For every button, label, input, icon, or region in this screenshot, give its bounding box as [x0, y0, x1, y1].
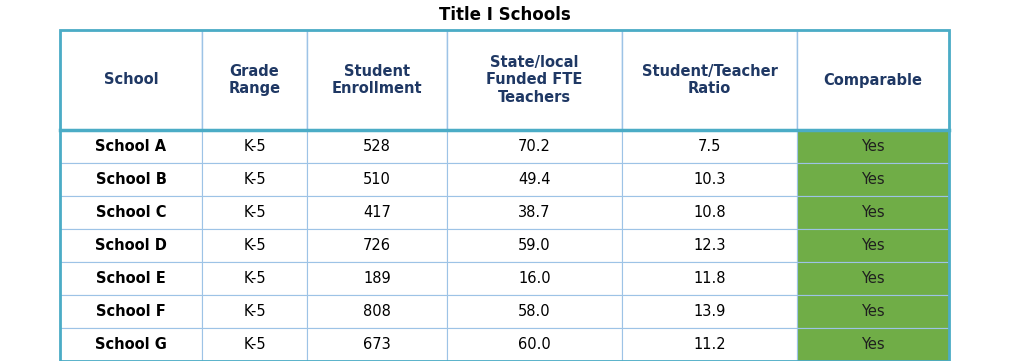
Bar — [622, 196, 797, 229]
Bar — [447, 196, 622, 229]
Text: 13.9: 13.9 — [693, 304, 725, 319]
Bar — [797, 328, 949, 361]
Text: 189: 189 — [363, 271, 390, 286]
Text: Yes: Yes — [862, 139, 885, 154]
Text: School C: School C — [96, 205, 166, 220]
Text: K-5: K-5 — [243, 172, 265, 187]
Bar — [202, 130, 307, 163]
Text: 673: 673 — [363, 337, 390, 352]
Bar — [797, 295, 949, 328]
Bar — [797, 229, 949, 262]
Text: K-5: K-5 — [243, 238, 265, 253]
Bar — [447, 30, 622, 130]
Bar — [307, 30, 447, 130]
Text: K-5: K-5 — [243, 139, 265, 154]
Text: Comparable: Comparable — [823, 73, 922, 87]
Bar — [797, 262, 949, 295]
Text: Title I Schools: Title I Schools — [439, 6, 570, 24]
Bar — [622, 30, 797, 130]
Text: 510: 510 — [363, 172, 390, 187]
Bar — [447, 295, 622, 328]
Bar — [307, 328, 447, 361]
Text: 60.0: 60.0 — [519, 337, 551, 352]
Text: 808: 808 — [363, 304, 390, 319]
Bar — [60, 30, 949, 361]
Text: School G: School G — [95, 337, 166, 352]
Bar — [622, 262, 797, 295]
Text: 417: 417 — [363, 205, 390, 220]
Bar — [202, 30, 307, 130]
Bar — [447, 262, 622, 295]
Bar — [202, 328, 307, 361]
Bar — [307, 196, 447, 229]
Text: K-5: K-5 — [243, 304, 265, 319]
Text: Yes: Yes — [862, 205, 885, 220]
Bar — [60, 295, 202, 328]
Bar — [60, 130, 202, 163]
Text: School: School — [104, 73, 158, 87]
Text: 10.3: 10.3 — [693, 172, 725, 187]
Text: State/local
Funded FTE
Teachers: State/local Funded FTE Teachers — [486, 55, 582, 105]
Text: 38.7: 38.7 — [519, 205, 551, 220]
Text: 58.0: 58.0 — [519, 304, 551, 319]
Bar — [307, 229, 447, 262]
Text: 59.0: 59.0 — [519, 238, 551, 253]
Bar — [447, 130, 622, 163]
Bar — [202, 229, 307, 262]
Text: 528: 528 — [363, 139, 390, 154]
Text: 12.3: 12.3 — [693, 238, 725, 253]
Bar — [60, 30, 202, 130]
Text: K-5: K-5 — [243, 337, 265, 352]
Bar — [60, 163, 202, 196]
Bar — [60, 328, 202, 361]
Bar — [202, 295, 307, 328]
Text: K-5: K-5 — [243, 271, 265, 286]
Bar — [307, 295, 447, 328]
Text: 70.2: 70.2 — [518, 139, 551, 154]
Bar — [60, 262, 202, 295]
Bar — [307, 163, 447, 196]
Text: 11.2: 11.2 — [693, 337, 725, 352]
Bar — [797, 30, 949, 130]
Text: Yes: Yes — [862, 172, 885, 187]
Bar — [447, 328, 622, 361]
Bar — [202, 196, 307, 229]
Bar — [622, 163, 797, 196]
Text: Yes: Yes — [862, 337, 885, 352]
Bar — [797, 163, 949, 196]
Bar — [447, 229, 622, 262]
Bar — [797, 130, 949, 163]
Text: Grade
Range: Grade Range — [228, 64, 281, 96]
Text: Student/Teacher
Ratio: Student/Teacher Ratio — [642, 64, 778, 96]
Bar — [622, 295, 797, 328]
Bar — [307, 262, 447, 295]
Text: 7.5: 7.5 — [698, 139, 721, 154]
Text: School F: School F — [96, 304, 165, 319]
Bar — [60, 196, 202, 229]
Text: School A: School A — [96, 139, 166, 154]
Text: 49.4: 49.4 — [519, 172, 551, 187]
Bar — [202, 163, 307, 196]
Text: 16.0: 16.0 — [519, 271, 551, 286]
Text: School E: School E — [96, 271, 165, 286]
Bar — [307, 130, 447, 163]
Text: 726: 726 — [363, 238, 391, 253]
Text: 10.8: 10.8 — [693, 205, 725, 220]
Text: K-5: K-5 — [243, 205, 265, 220]
Text: School D: School D — [95, 238, 166, 253]
Text: Yes: Yes — [862, 238, 885, 253]
Text: Yes: Yes — [862, 304, 885, 319]
Bar — [622, 130, 797, 163]
Text: School B: School B — [96, 172, 166, 187]
Bar — [622, 229, 797, 262]
Text: Yes: Yes — [862, 271, 885, 286]
Bar — [447, 163, 622, 196]
Text: Student
Enrollment: Student Enrollment — [332, 64, 423, 96]
Bar — [60, 229, 202, 262]
Bar — [202, 262, 307, 295]
Bar — [797, 196, 949, 229]
Text: 11.8: 11.8 — [693, 271, 725, 286]
Bar — [622, 328, 797, 361]
